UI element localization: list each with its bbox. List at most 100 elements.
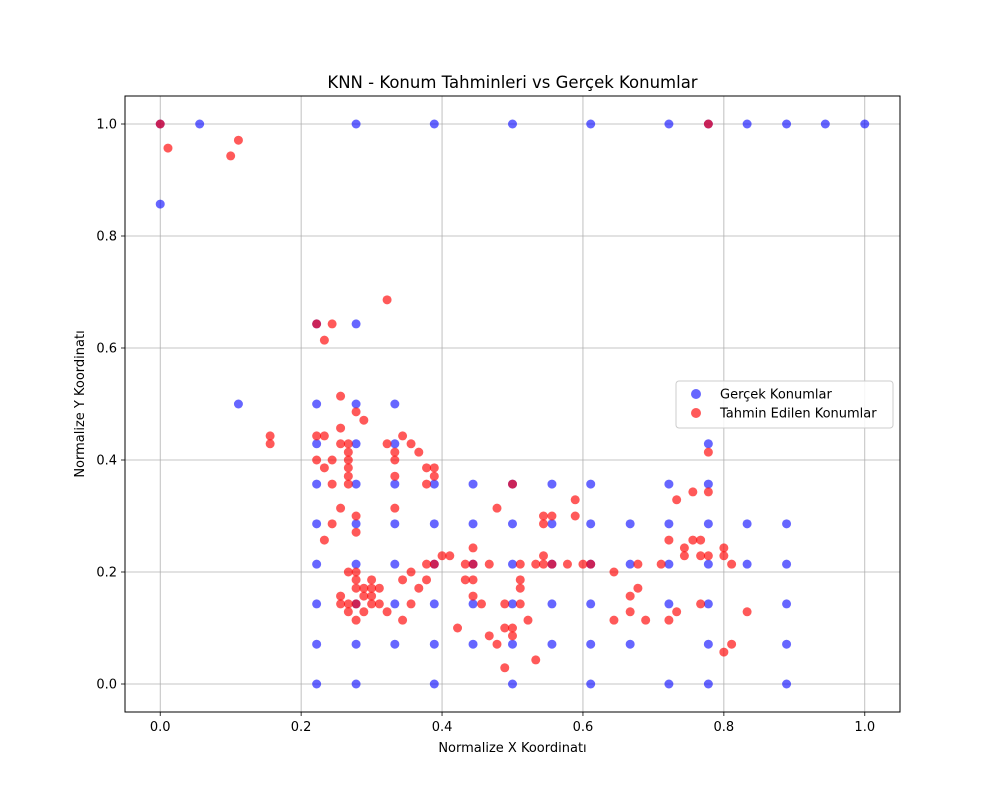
predicted-point — [703, 551, 713, 561]
predicted-point — [382, 295, 392, 305]
x-tick-label: 0.4 — [432, 720, 453, 735]
predicted-point — [343, 599, 353, 609]
actual-point — [547, 479, 557, 489]
predicted-point — [547, 511, 557, 521]
predicted-point — [586, 559, 596, 569]
predicted-point — [664, 535, 674, 545]
actual-point — [547, 639, 557, 649]
predicted-point — [312, 455, 322, 465]
predicted-point — [343, 439, 353, 449]
predicted-point — [422, 559, 432, 569]
predicted-point — [625, 607, 635, 617]
actual-point — [312, 559, 322, 569]
predicted-point — [539, 559, 548, 569]
actual-point — [703, 639, 713, 649]
actual-point — [312, 679, 322, 689]
predicted-point — [233, 135, 243, 145]
predicted-point — [633, 583, 643, 593]
predicted-point — [336, 391, 346, 401]
predicted-point — [523, 615, 533, 625]
x-tick-label: 1.0 — [854, 720, 875, 735]
predicted-point — [367, 575, 377, 585]
predicted-point — [398, 615, 408, 625]
actual-point — [429, 639, 439, 649]
actual-point — [508, 119, 517, 129]
predicted-point — [719, 543, 729, 553]
predicted-point — [696, 599, 706, 609]
predicted-point — [570, 495, 580, 505]
predicted-point — [688, 535, 698, 545]
x-tick-label: 0.2 — [291, 720, 312, 735]
predicted-point — [531, 655, 541, 665]
predicted-point — [374, 583, 384, 593]
predicted-point — [656, 559, 666, 569]
y-tick-label: 0.0 — [96, 678, 117, 693]
actual-point — [429, 679, 439, 689]
actual-point — [586, 599, 596, 609]
actual-point — [351, 559, 361, 569]
predicted-point — [719, 647, 729, 657]
predicted-point — [359, 607, 369, 617]
predicted-point — [336, 439, 346, 449]
actual-point — [390, 519, 400, 529]
predicted-point — [422, 479, 432, 489]
predicted-point — [265, 439, 275, 449]
y-tick-label: 0.4 — [96, 454, 117, 469]
actual-point — [782, 679, 792, 689]
actual-point — [312, 519, 322, 529]
predicted-point — [562, 559, 572, 569]
actual-point — [468, 639, 478, 649]
actual-point — [312, 479, 322, 489]
chart-title: KNN - Konum Tahminleri vs Gerçek Konumla… — [327, 73, 697, 92]
actual-point — [233, 399, 243, 409]
predicted-point — [492, 503, 502, 513]
predicted-point — [343, 479, 353, 489]
predicted-point — [312, 431, 322, 441]
actual-point — [390, 639, 400, 649]
predicted-point — [429, 463, 439, 473]
actual-point — [703, 679, 713, 689]
predicted-point — [398, 575, 408, 585]
actual-point — [586, 479, 596, 489]
predicted-point — [468, 559, 478, 569]
predicted-point — [382, 439, 392, 449]
predicted-point — [679, 543, 689, 553]
predicted-point — [367, 583, 377, 593]
actual-point — [468, 599, 478, 609]
actual-point — [390, 479, 400, 489]
actual-point — [508, 599, 517, 609]
actual-point — [664, 519, 674, 529]
actual-point — [429, 599, 439, 609]
predicted-point — [398, 431, 408, 441]
predicted-point — [406, 439, 416, 449]
x-tick-label: 0.8 — [714, 720, 735, 735]
actual-point — [782, 559, 792, 569]
predicted-point — [703, 119, 713, 129]
predicted-point — [343, 447, 353, 457]
predicted-point — [641, 615, 651, 625]
predicted-point — [679, 551, 689, 561]
predicted-point — [547, 559, 557, 569]
actual-point — [586, 679, 596, 689]
actual-point — [782, 519, 792, 529]
predicted-point — [343, 455, 353, 465]
predicted-point — [319, 431, 329, 441]
actual-point — [703, 559, 713, 569]
predicted-point — [531, 559, 541, 569]
predicted-point — [374, 599, 384, 609]
actual-point — [390, 439, 400, 449]
actual-point — [351, 319, 361, 329]
actual-point — [625, 559, 635, 569]
actual-point — [586, 519, 596, 529]
predicted-point — [390, 455, 400, 465]
actual-point — [820, 119, 830, 129]
actual-point — [664, 599, 674, 609]
predicted-point — [500, 599, 510, 609]
predicted-point — [336, 423, 346, 433]
x-axis-label: Normalize X Koordinatı — [438, 741, 586, 756]
predicted-point — [703, 447, 713, 457]
actual-point — [782, 639, 792, 649]
actual-point — [547, 599, 557, 609]
y-tick-label: 1.0 — [96, 118, 117, 133]
predicted-point — [578, 559, 588, 569]
